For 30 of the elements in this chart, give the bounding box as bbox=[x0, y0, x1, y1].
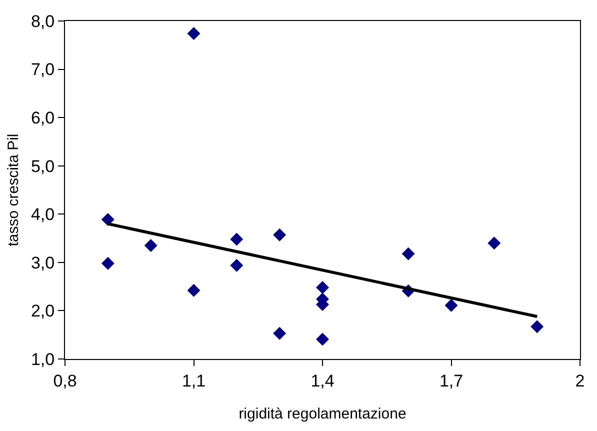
point bbox=[316, 332, 329, 346]
x-tick-label: 1,1 bbox=[182, 371, 206, 390]
point bbox=[273, 326, 286, 340]
point bbox=[273, 228, 286, 242]
y-tick-label: 7,0 bbox=[30, 60, 55, 80]
x-tick-label: 1,7 bbox=[439, 371, 464, 390]
point bbox=[488, 236, 501, 250]
y-tick-label: 4,0 bbox=[30, 205, 55, 224]
x-axis-title: rigidità regolamentazione bbox=[238, 405, 406, 422]
point bbox=[316, 281, 329, 294]
x-tick-label: 2 bbox=[575, 371, 585, 390]
point bbox=[101, 212, 114, 226]
y-tick-label: 2,0 bbox=[30, 302, 55, 321]
point bbox=[230, 232, 244, 246]
y-axis-title: tasso crescita Pil bbox=[5, 134, 22, 246]
point bbox=[101, 256, 114, 270]
point bbox=[402, 247, 415, 260]
point bbox=[187, 27, 200, 40]
y-tick-label: 8,0 bbox=[30, 12, 55, 31]
point bbox=[444, 298, 458, 312]
x-tick-label: 1,4 bbox=[310, 371, 334, 390]
y-tick-label: 1,0 bbox=[30, 350, 55, 369]
point bbox=[230, 258, 244, 272]
point bbox=[530, 320, 544, 334]
y-tick-label: 3,0 bbox=[30, 253, 55, 272]
x-tick-label: 0,8 bbox=[53, 371, 77, 390]
y-tick-label: 5,0 bbox=[30, 156, 55, 176]
point bbox=[187, 284, 200, 297]
point bbox=[144, 239, 158, 252]
y-tick-label: 6,0 bbox=[30, 108, 55, 128]
